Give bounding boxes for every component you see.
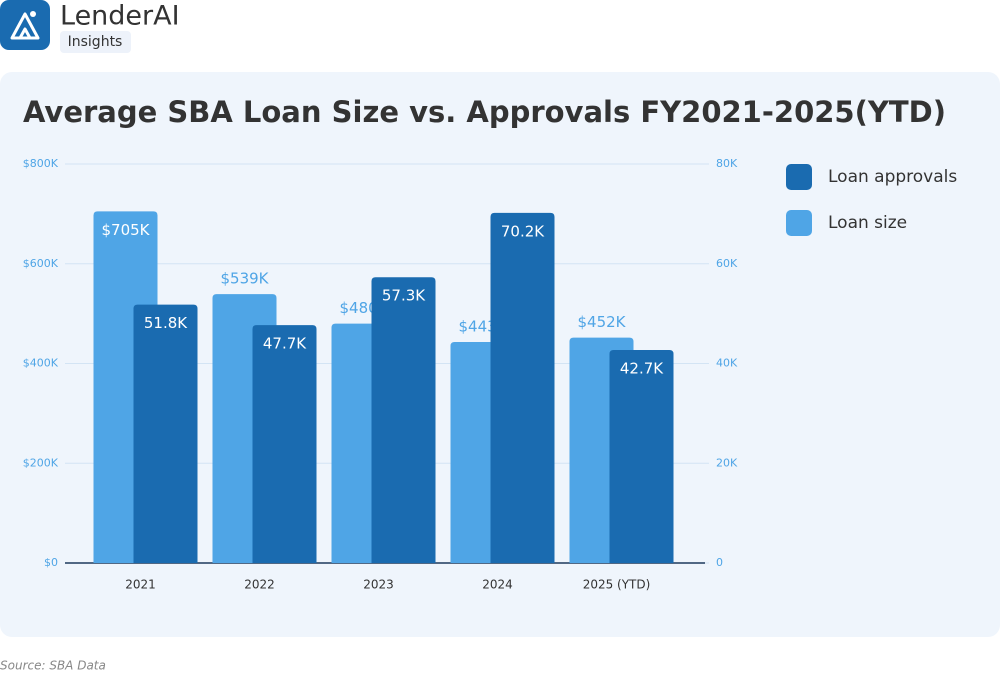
legend-swatch (786, 210, 812, 236)
value-label: 51.8K (144, 314, 188, 332)
value-label: $452K (577, 313, 626, 331)
bar (252, 325, 317, 563)
logo-glyph (10, 12, 40, 40)
value-label: 70.2K (501, 222, 545, 240)
legend-label: Loan size (828, 213, 907, 233)
bar (609, 350, 674, 563)
legend-swatch (786, 164, 812, 190)
y-tick-label: $600K (23, 257, 59, 270)
value-label: 42.7K (620, 360, 664, 378)
value-label: $705K (101, 221, 150, 239)
logo-dot (30, 11, 36, 17)
value-label: 57.3K (382, 287, 426, 305)
y2-tick-label: 80K (716, 157, 738, 170)
logo-icon (0, 0, 50, 50)
y2-tick-label: 20K (716, 456, 738, 469)
y-tick-label: $0 (44, 556, 58, 569)
source: Source: SBA Data (0, 659, 106, 673)
x-tick-label: 2025 (YTD) (583, 578, 651, 592)
y2-tick-label: 60K (716, 257, 738, 270)
x-tick-label: 2024 (482, 578, 513, 592)
tag: Insights (68, 34, 123, 50)
x-tick-label: 2021 (125, 578, 156, 592)
chart-title: Average SBA Loan Size vs. Approvals FY20… (23, 95, 946, 129)
bar (490, 212, 555, 563)
value-label: 47.7K (263, 335, 307, 353)
bar (133, 304, 198, 563)
y2-tick-label: 40K (716, 357, 738, 370)
x-tick-label: 2022 (244, 578, 275, 592)
tag-badge (60, 31, 131, 53)
x-tick-label: 2023 (363, 578, 394, 592)
y-tick-label: $800K (23, 157, 59, 170)
brand: LenderAI (60, 1, 180, 32)
y-tick-label: $200K (23, 456, 59, 469)
y-tick-label: $400K (23, 357, 59, 370)
value-label: $539K (220, 270, 269, 288)
bar (371, 277, 436, 563)
legend-label: Loan approvals (828, 167, 957, 187)
y2-tick-label: 0 (716, 556, 723, 569)
